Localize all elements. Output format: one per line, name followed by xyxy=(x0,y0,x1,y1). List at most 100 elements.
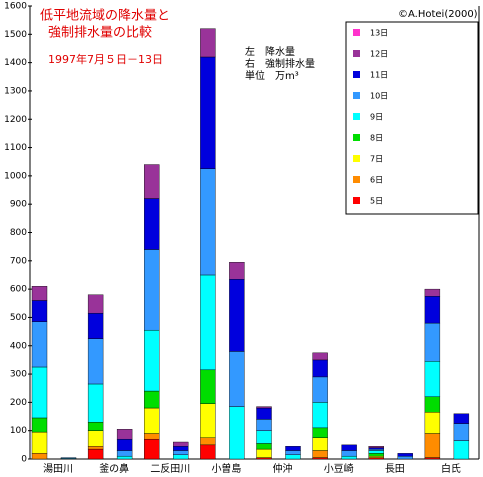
legend-box xyxy=(345,21,479,215)
bar-segment xyxy=(453,440,470,460)
bar-segment xyxy=(424,433,441,458)
bar-segment xyxy=(87,448,104,460)
bar-segment xyxy=(31,286,48,301)
bar-segment xyxy=(144,407,160,434)
y-tick-label: 700 xyxy=(10,256,27,266)
legend-swatch xyxy=(353,92,360,99)
bar-segment xyxy=(229,279,245,352)
x-tick-label: 二反田川 xyxy=(150,463,190,475)
legend-swatch xyxy=(353,134,360,141)
note: 左 降水量 xyxy=(245,45,295,58)
bar-segment xyxy=(60,457,77,459)
y-tick-label: 1400 xyxy=(4,58,27,68)
bar-segment xyxy=(144,433,160,440)
bar-segment xyxy=(312,376,328,403)
legend-label: 9日 xyxy=(370,113,383,122)
bar-segment xyxy=(341,455,357,460)
bar-segment xyxy=(312,402,328,429)
legend-swatch xyxy=(353,29,360,36)
bar-segment xyxy=(31,417,48,433)
bar-segment xyxy=(200,56,216,169)
x-tick-label: 白氏 xyxy=(441,462,461,475)
bar-segment xyxy=(285,450,301,455)
y-tick-label: 100 xyxy=(10,426,27,436)
x-tick-label: 釜の鼻 xyxy=(99,462,129,475)
bar-segment xyxy=(312,437,328,451)
bar-segment xyxy=(256,443,272,450)
bar-segment xyxy=(312,457,328,460)
legend-label: 13日 xyxy=(370,29,388,38)
y-tick-label: 0 xyxy=(21,455,27,465)
bar-segment xyxy=(229,351,245,407)
bar-segment xyxy=(144,249,160,331)
bar-segment xyxy=(31,300,48,322)
bar-segment xyxy=(424,412,441,434)
bar-segment xyxy=(368,446,384,448)
bar-segment xyxy=(312,359,328,378)
bar-segment xyxy=(200,444,216,460)
legend-swatch xyxy=(353,155,360,162)
bar-segment xyxy=(424,457,441,460)
bar-segment xyxy=(368,453,384,457)
bar-segment xyxy=(173,454,189,460)
x-tick-label: 長田 xyxy=(385,463,405,475)
y-tick-label: 400 xyxy=(10,341,27,351)
y-tick-label: 1500 xyxy=(4,30,27,40)
y-tick-label: 600 xyxy=(10,285,27,295)
y-tick-label: 200 xyxy=(10,398,27,408)
bar-segment xyxy=(453,423,470,441)
bar-segment xyxy=(256,430,272,444)
bar-segment xyxy=(424,361,441,397)
bar-segment xyxy=(368,455,384,458)
legend-label: 12日 xyxy=(370,50,388,59)
legend-label: 8日 xyxy=(370,134,383,143)
bar-segment xyxy=(116,455,133,460)
y-tick-label: 1000 xyxy=(4,171,27,181)
bar-segment xyxy=(256,448,272,458)
bar-segment xyxy=(31,366,48,419)
bar-segment xyxy=(397,455,413,460)
bar-segment xyxy=(87,446,104,450)
chart-title: 強制排水量の比較 xyxy=(48,26,152,41)
legend-label: 5日 xyxy=(370,197,383,206)
bar-segment xyxy=(31,321,48,368)
bar-segment xyxy=(368,448,384,451)
bar-segment xyxy=(424,288,441,297)
legend-swatch xyxy=(353,71,360,78)
bar-segment xyxy=(200,437,216,446)
chart-title: 低平地流域の降水量と xyxy=(40,9,170,24)
bar-segment xyxy=(173,441,189,447)
legend-swatch xyxy=(353,197,360,204)
bar-segment xyxy=(341,444,357,451)
y-tick-label: 1200 xyxy=(4,115,27,125)
bar-segment xyxy=(200,369,216,404)
bar-segment xyxy=(144,390,160,409)
bar-segment xyxy=(256,419,272,431)
y-tick-label: 1100 xyxy=(4,143,27,153)
bar-segment xyxy=(87,383,104,423)
bar-segment xyxy=(87,430,104,447)
x-tick-label: 湯田川 xyxy=(43,462,73,475)
legend-swatch xyxy=(353,50,360,57)
bar-segment xyxy=(200,168,216,276)
bar-segment xyxy=(397,453,413,457)
bar-segment xyxy=(87,294,104,314)
bar-segment xyxy=(424,322,441,362)
legend-label: 7日 xyxy=(370,155,383,164)
bar-segment xyxy=(116,429,133,440)
bar-segment xyxy=(285,446,301,451)
legend-swatch xyxy=(353,176,360,183)
bar-segment xyxy=(229,262,245,280)
bar-segment xyxy=(424,296,441,324)
bar-segment xyxy=(116,438,133,451)
bar-segment xyxy=(368,450,384,454)
bar-segment xyxy=(312,450,328,458)
bar-segment xyxy=(200,28,216,58)
bar-segment xyxy=(144,198,160,250)
bar-segment xyxy=(87,421,104,431)
bar-segment xyxy=(200,403,216,438)
x-tick-label: 仲沖 xyxy=(273,462,293,475)
y-tick-label: 300 xyxy=(10,370,27,380)
bar-segment xyxy=(173,446,189,451)
